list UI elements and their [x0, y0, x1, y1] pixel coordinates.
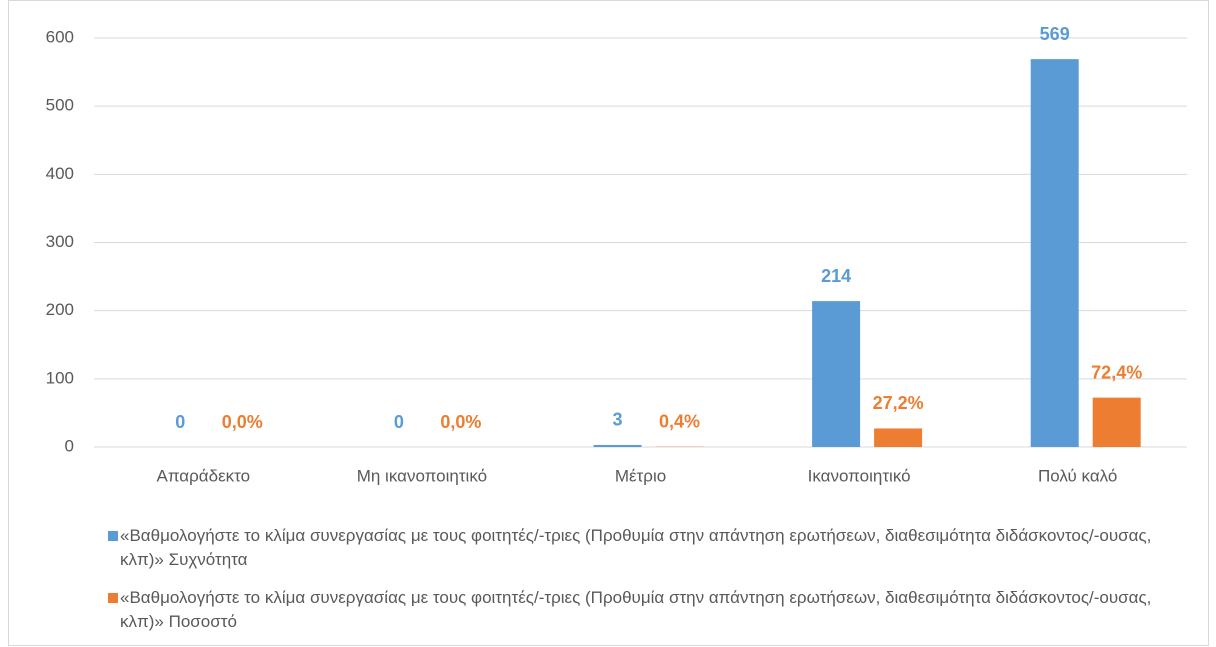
legend-swatch [108, 531, 118, 541]
value-label: 0 [394, 412, 404, 432]
legend-item: «Βαθμολογήστε το κλίμα συνεργασίας με το… [108, 586, 1168, 634]
x-tick-label: Μέτριο [615, 466, 666, 485]
legend: «Βαθμολογήστε το κλίμα συνεργασίας με το… [108, 524, 1168, 647]
y-tick-label: 500 [46, 96, 74, 115]
legend-item: «Βαθμολογήστε το κλίμα συνεργασίας με το… [108, 524, 1168, 572]
y-tick-label: 200 [46, 300, 74, 319]
value-label: 27,2% [873, 393, 924, 413]
value-label: 3 [612, 410, 622, 430]
value-label: 214 [821, 266, 851, 286]
chart-border [8, 0, 1209, 646]
y-tick-label: 300 [46, 232, 74, 251]
bar [1092, 397, 1141, 447]
x-tick-label: Απαράδεκτο [156, 466, 250, 485]
x-tick-label: Μη ικανοποιητικό [357, 466, 487, 485]
value-label: 0,4% [659, 411, 700, 431]
legend-label: «Βαθμολογήστε το κλίμα συνεργασίας με το… [120, 588, 1152, 631]
bar [593, 444, 642, 447]
x-tick-label: Πολύ καλό [1038, 466, 1117, 485]
legend-label: «Βαθμολογήστε το κλίμα συνεργασίας με το… [120, 526, 1152, 569]
legend-swatch [108, 593, 118, 603]
bar [874, 428, 923, 447]
bar [812, 301, 861, 447]
y-tick-label: 0 [65, 436, 74, 455]
value-label: 569 [1040, 24, 1070, 44]
y-tick-label: 100 [46, 368, 74, 387]
value-label: 0 [175, 412, 185, 432]
y-tick-label: 600 [46, 27, 74, 46]
x-tick-label: Ικανοποιητικό [808, 466, 911, 485]
value-label: 0,0% [222, 412, 263, 432]
value-label: 72,4% [1091, 362, 1142, 382]
bar [1030, 59, 1079, 448]
value-label: 0,0% [440, 412, 481, 432]
y-tick-label: 400 [46, 164, 74, 183]
